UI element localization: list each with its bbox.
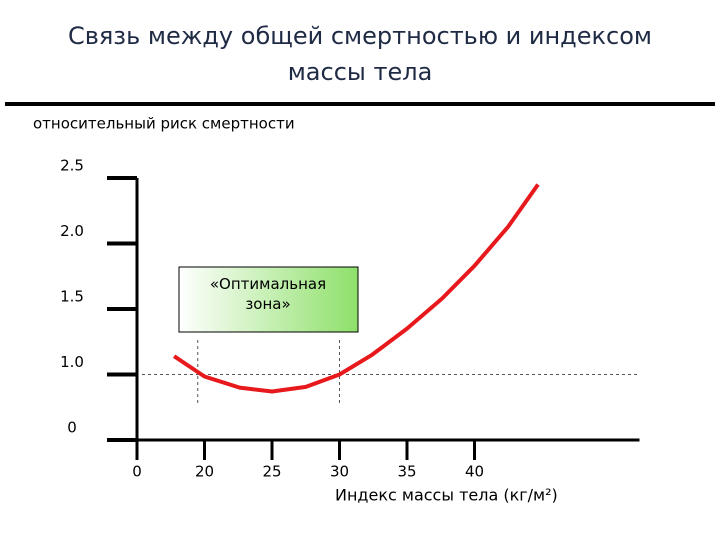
x-tick-label: 20: [195, 463, 214, 481]
y-tick-label: 2.5: [60, 157, 84, 175]
y-tick-label: 0: [67, 419, 77, 437]
zone-box: [178, 266, 359, 333]
y-tick-label: 1.0: [60, 353, 84, 371]
risk-curve: [172, 183, 540, 394]
x-tick-label: 30: [330, 463, 349, 481]
annotation: «Оптимальная зона»: [210, 275, 326, 313]
y-tick-label: 2.0: [60, 222, 84, 240]
x-axis-label: Индекс массы тела (кг/м²): [335, 486, 558, 505]
x-tick-label: 0: [132, 463, 142, 481]
y-tick-label: 1.5: [60, 288, 84, 306]
y-axis-label: относительный риск смертности: [33, 115, 295, 133]
x-tick-label: 35: [397, 463, 416, 481]
chart-title: Связь между общей смертностью и индексом…: [67, 22, 653, 86]
x-tick-label: 25: [262, 463, 281, 481]
x-tick-label: 40: [465, 463, 484, 481]
